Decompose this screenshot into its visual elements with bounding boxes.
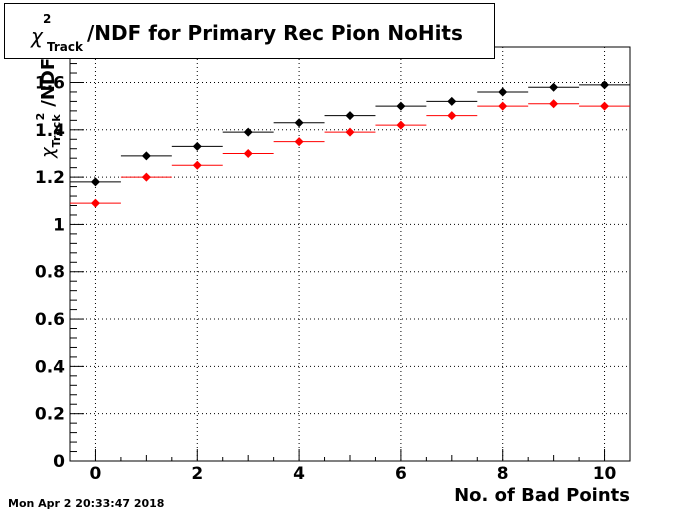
data-point [396, 120, 406, 130]
series-1 [70, 99, 630, 208]
x-tick-label: 8 [497, 464, 509, 484]
title-chi-symbol: χ [31, 24, 43, 48]
ylabel-superscript: 2 [34, 112, 47, 121]
plot-border [69, 46, 631, 462]
x-tick-label: 6 [395, 464, 407, 484]
data-point [192, 160, 202, 170]
y-tick-label: 1.2 [35, 168, 65, 188]
data-point [498, 87, 508, 97]
title-text: /NDF for Primary Rec Pion NoHits [87, 21, 463, 45]
data-point [243, 148, 253, 158]
y-tick-label: 0.4 [35, 357, 65, 377]
data-point [396, 101, 406, 111]
data-point [549, 99, 559, 109]
data-marks [70, 80, 630, 208]
data-point [141, 151, 151, 161]
data-point [549, 82, 559, 92]
data-point [90, 198, 100, 208]
y-tick-label: 0.6 [35, 310, 65, 330]
y-tick-label: 1.4 [35, 121, 65, 141]
ylabel-chi-symbol: χ [38, 147, 59, 158]
data-point [600, 101, 610, 111]
x-tick-label: 2 [191, 464, 203, 484]
title-superscript: 2 [43, 12, 52, 26]
x-tick-label: 4 [293, 464, 305, 484]
data-point [243, 127, 253, 137]
grid-lines [70, 47, 630, 461]
data-point [141, 172, 151, 182]
data-point [345, 127, 355, 137]
data-point [498, 101, 508, 111]
title-subscript: Track [47, 40, 83, 54]
y-axis-label: χTrack2/NDF [8, 58, 63, 168]
y-tick-label: 0.2 [35, 405, 65, 425]
data-point [345, 111, 355, 121]
chart-title: χ 2 Track /NDF for Primary Rec Pion NoHi… [4, 3, 495, 59]
plot-frame [69, 46, 631, 462]
data-point [294, 118, 304, 128]
y-tick-label: 0 [53, 452, 65, 472]
x-axis-label: No. of Bad Points [454, 485, 630, 506]
ylabel-subscript: Track [50, 114, 63, 148]
data-point [447, 96, 457, 106]
ylabel-text: /NDF [38, 57, 59, 107]
data-point [447, 111, 457, 121]
y-tick-label: 1 [53, 215, 65, 235]
datestamp: Mon Apr 2 20:33:47 2018 [8, 497, 165, 510]
x-tick-label: 10 [593, 464, 617, 484]
y-tick-label: 0.8 [35, 263, 65, 283]
y-tick-labels: 0 0.2 0.4 0.6 0.8 1 1.2 1.4 1.6 [35, 73, 65, 472]
data-point [294, 137, 304, 147]
data-point [90, 177, 100, 187]
data-point [600, 80, 610, 90]
axis-ticks [69, 53, 631, 462]
data-point [192, 141, 202, 151]
x-tick-labels: 0 2 4 6 8 10 [90, 464, 617, 484]
series-0 [70, 80, 630, 187]
y-tick-label: 1.6 [35, 73, 65, 93]
x-tick-label: 0 [90, 464, 102, 484]
